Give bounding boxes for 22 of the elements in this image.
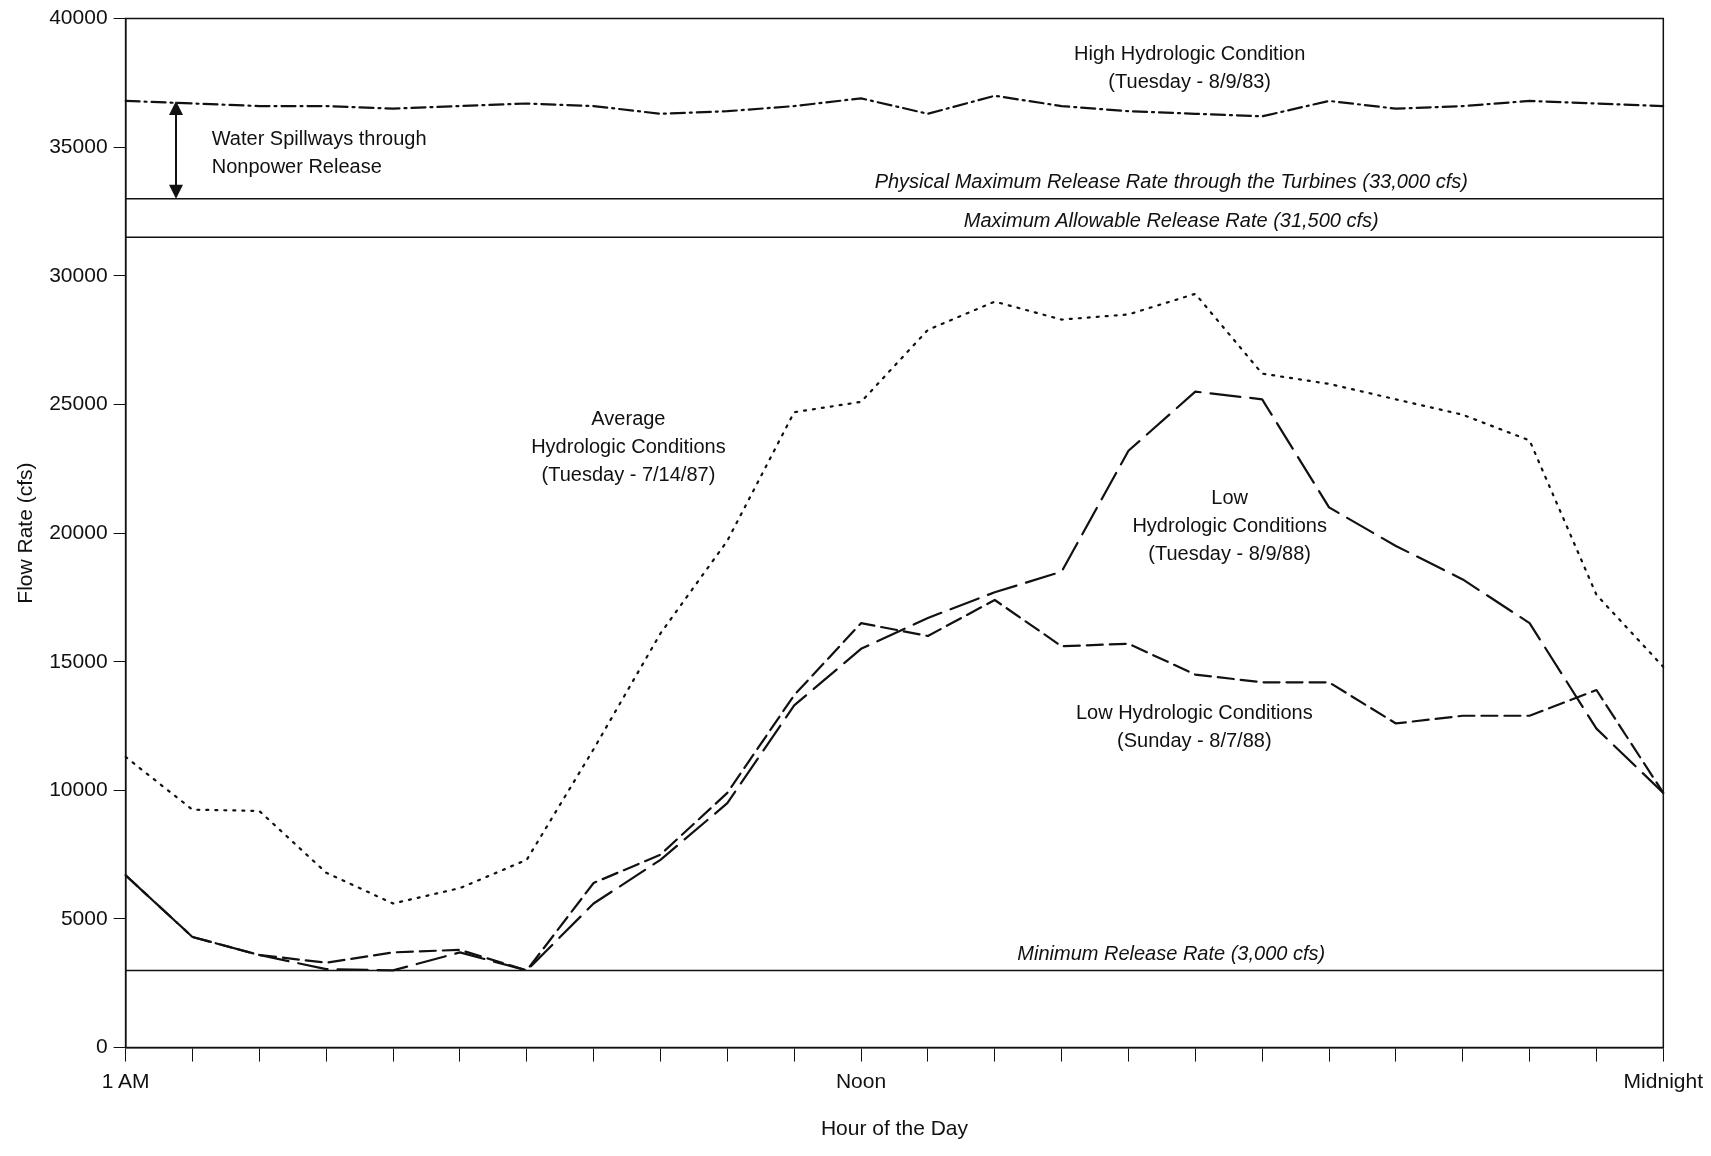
x-tick-label: Noon	[835, 1069, 887, 1092]
x-tick-label: Midnight	[1623, 1069, 1704, 1092]
y-axis-title: Flow Rate (cfs)	[13, 462, 37, 604]
y-tick-label: 30000	[49, 262, 108, 286]
annotation: Water Spillways through Nonpower Release	[211, 126, 427, 177]
ref-line-label: Maximum Allowable Release Rate (31,500 cfs)	[963, 208, 1379, 231]
series-label: High Hydrologic Condition (Tuesday - 8/9/83)	[1074, 41, 1306, 92]
y-tick-label: 10000	[49, 777, 108, 801]
y-tick-label: 0	[95, 1034, 108, 1058]
ref-line-label: Physical Maximum Release Rate through the Turbines (33,000 cfs)	[874, 170, 1468, 193]
y-tick-label: 5000	[60, 905, 108, 929]
x-axis-title: Hour of the Day	[820, 1116, 969, 1140]
y-tick-label: 20000	[49, 519, 108, 543]
y-tick-label: 25000	[49, 391, 108, 415]
y-tick-label: 40000	[49, 5, 108, 29]
ref-line-label: Minimum Release Rate (3,000 cfs)	[1017, 941, 1326, 964]
series-label: Low Hydrologic Conditions (Sunday - 8/7/88)	[1075, 701, 1313, 752]
y-tick-label: 15000	[49, 648, 108, 672]
y-tick-label: 35000	[49, 134, 108, 158]
series-label: Low Hydrologic Conditions (Tuesday - 8/9/88)	[1132, 486, 1327, 565]
x-tick-label: 1 AM	[101, 1069, 150, 1092]
series-label: Average Hydrologic Conditions (Tuesday - 7/14/87)	[531, 407, 726, 486]
